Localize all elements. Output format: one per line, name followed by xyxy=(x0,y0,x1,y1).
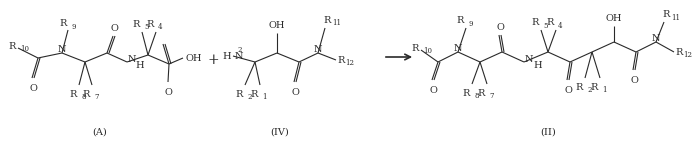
Text: 1: 1 xyxy=(262,93,266,101)
Text: (II): (II) xyxy=(540,127,556,137)
Text: 10: 10 xyxy=(423,47,432,55)
Text: OH: OH xyxy=(606,14,622,22)
Text: 5: 5 xyxy=(144,23,148,31)
Text: N: N xyxy=(454,44,462,52)
Text: 9: 9 xyxy=(71,23,75,31)
Text: 4: 4 xyxy=(158,23,162,31)
Text: R: R xyxy=(236,90,243,98)
Text: R: R xyxy=(532,17,539,26)
Text: R: R xyxy=(412,44,419,52)
Text: N: N xyxy=(314,45,322,54)
Text: R: R xyxy=(8,41,16,51)
Text: 11: 11 xyxy=(671,14,680,22)
Text: N: N xyxy=(651,34,661,42)
Text: O: O xyxy=(496,22,504,31)
Text: 7: 7 xyxy=(94,93,99,101)
Text: (IV): (IV) xyxy=(271,127,289,137)
Text: N: N xyxy=(128,55,136,64)
Text: R: R xyxy=(133,20,140,29)
Text: O: O xyxy=(564,86,572,95)
Text: 2: 2 xyxy=(247,93,252,101)
Text: O: O xyxy=(429,86,437,95)
Text: R: R xyxy=(662,10,670,19)
Text: R: R xyxy=(337,56,345,65)
Text: 12: 12 xyxy=(345,59,354,67)
Text: R: R xyxy=(323,15,331,25)
Text: O: O xyxy=(630,76,638,85)
Text: N: N xyxy=(525,55,533,64)
Text: R: R xyxy=(456,15,464,25)
Text: 10: 10 xyxy=(20,45,29,53)
Text: 2: 2 xyxy=(237,46,241,54)
Text: 8: 8 xyxy=(474,92,479,100)
Text: H: H xyxy=(533,61,542,70)
Text: O: O xyxy=(29,83,37,92)
Text: R: R xyxy=(251,90,258,98)
Text: R: R xyxy=(477,88,485,97)
Text: R: R xyxy=(463,88,470,97)
Text: R: R xyxy=(59,19,67,27)
Text: R: R xyxy=(70,90,77,98)
Text: OH: OH xyxy=(185,54,201,62)
Text: N: N xyxy=(235,51,243,61)
Text: R: R xyxy=(591,82,598,91)
Text: H: H xyxy=(222,51,231,61)
Text: 9: 9 xyxy=(468,20,473,28)
Text: R: R xyxy=(575,82,583,91)
Text: 1: 1 xyxy=(602,86,607,94)
Text: O: O xyxy=(291,87,299,96)
Text: R: R xyxy=(675,47,682,56)
Text: R: R xyxy=(82,90,90,98)
Text: O: O xyxy=(164,87,172,96)
Text: 7: 7 xyxy=(489,92,493,100)
Text: 8: 8 xyxy=(81,93,85,101)
Text: 2: 2 xyxy=(587,86,591,94)
Text: N: N xyxy=(58,45,66,54)
Text: (A): (A) xyxy=(93,127,108,137)
Text: +: + xyxy=(207,53,219,67)
Text: O: O xyxy=(110,24,118,32)
Text: R: R xyxy=(547,17,554,26)
Text: 12: 12 xyxy=(683,51,692,59)
Text: OH: OH xyxy=(268,20,285,30)
Text: 5: 5 xyxy=(543,22,547,30)
Text: H: H xyxy=(135,61,143,70)
Text: 11: 11 xyxy=(332,19,341,27)
Text: 4: 4 xyxy=(558,22,563,30)
Text: R: R xyxy=(147,20,154,29)
